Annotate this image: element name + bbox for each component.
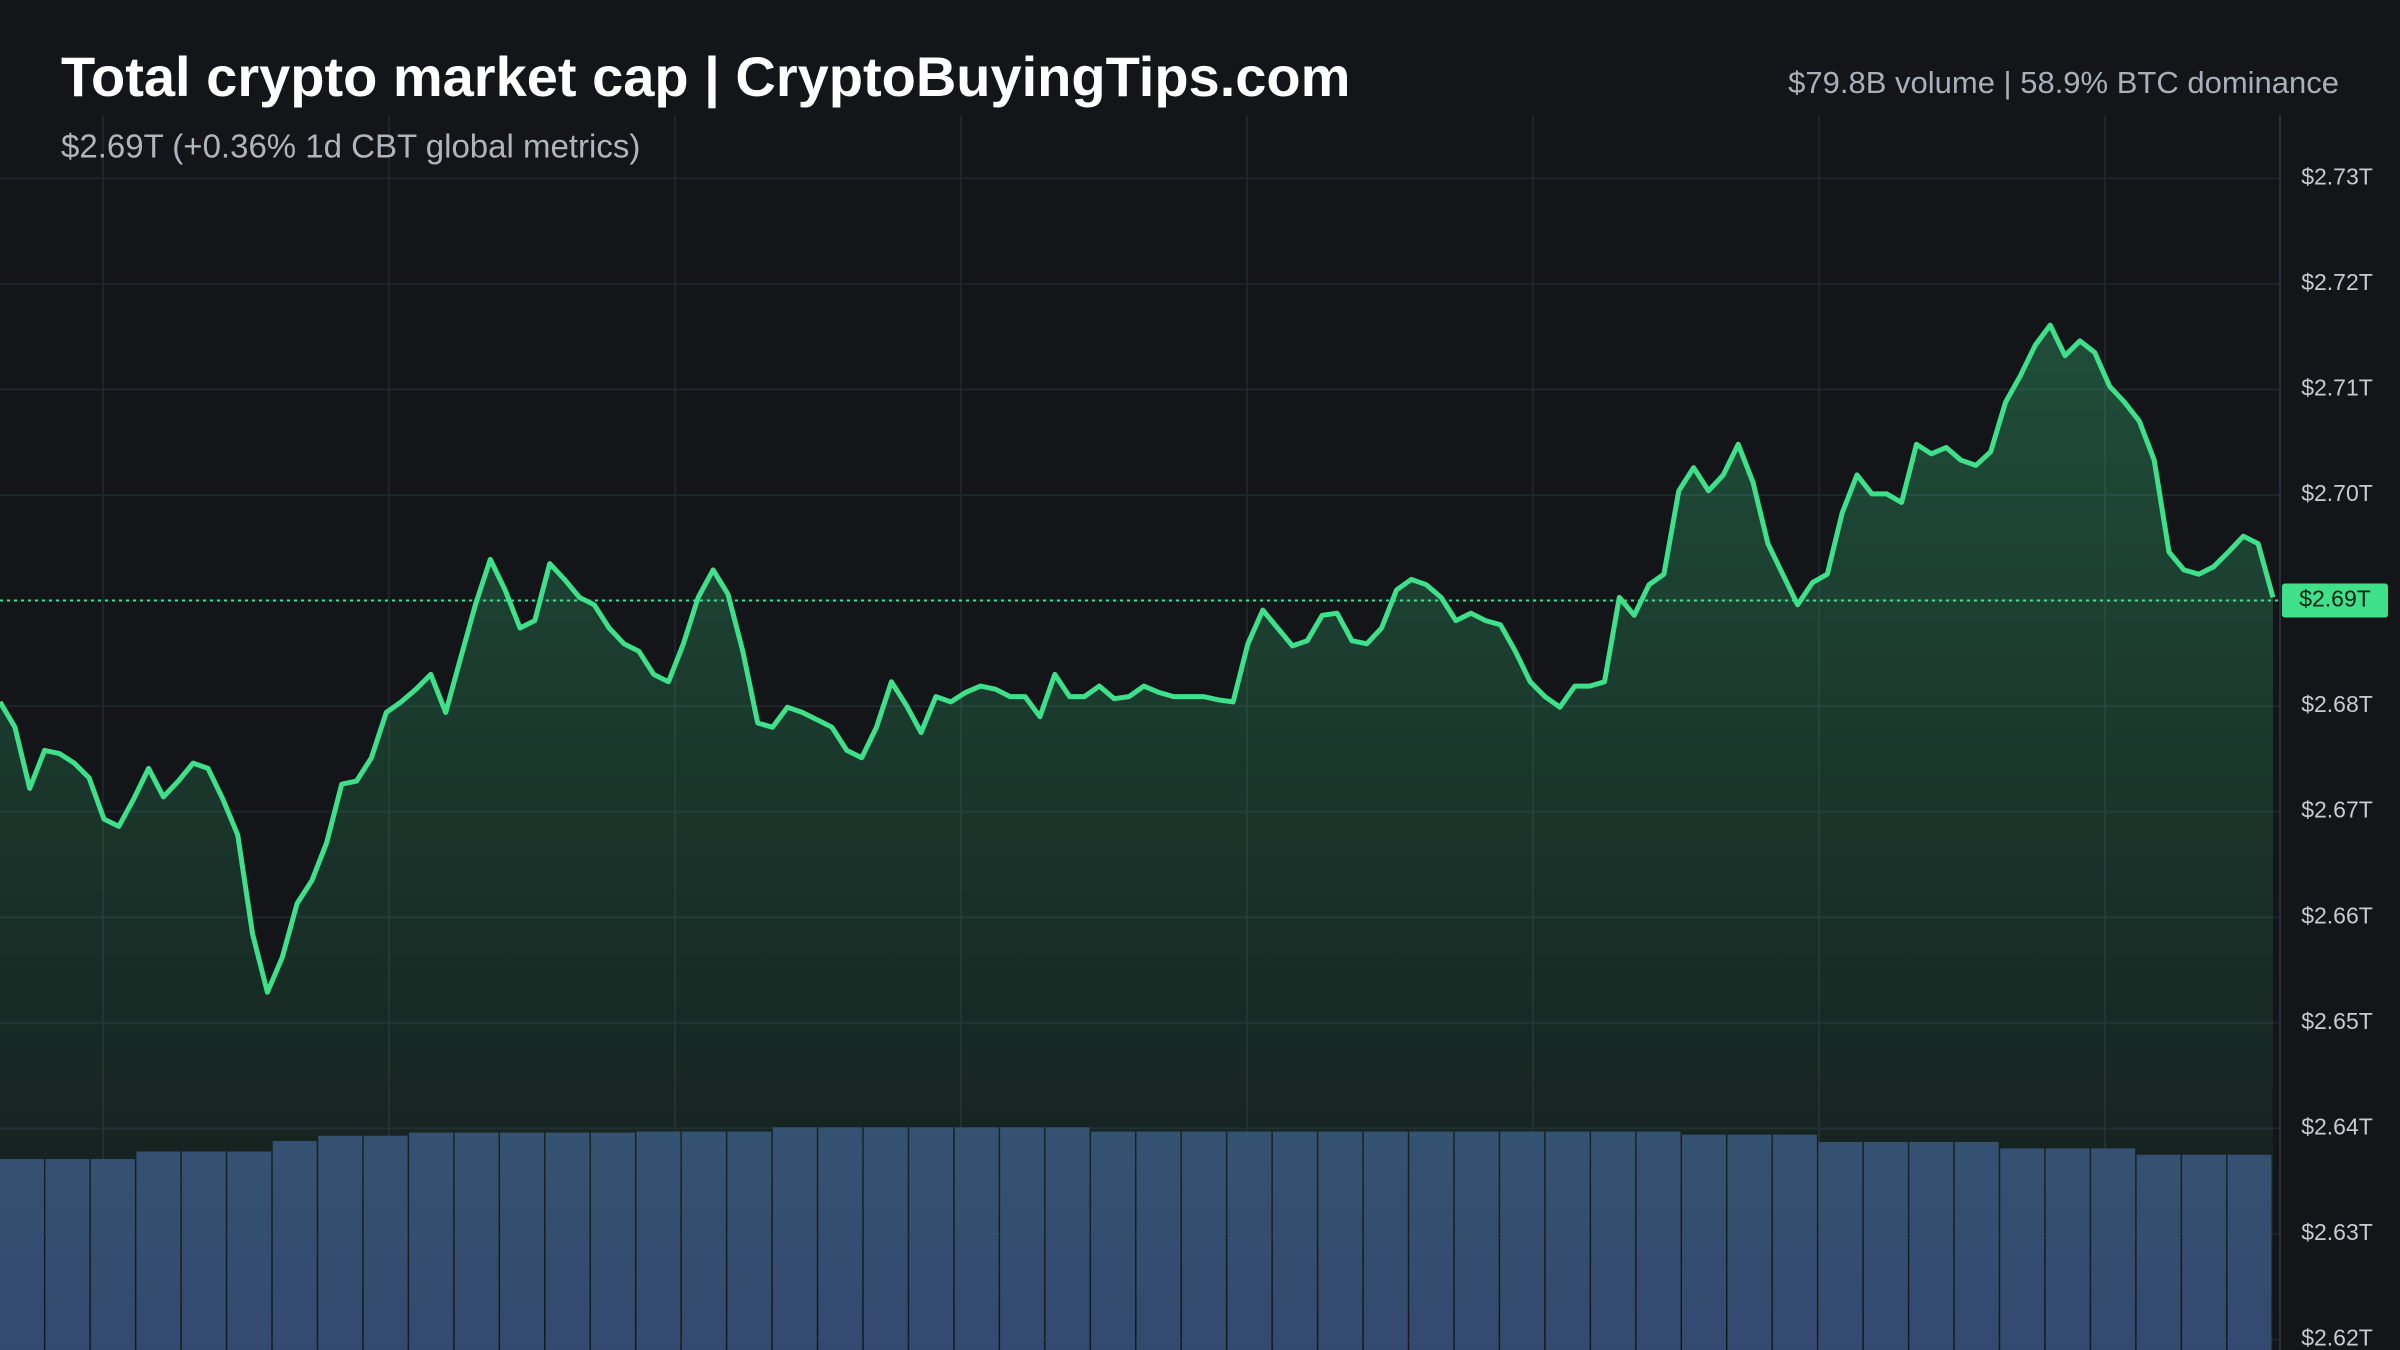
market-stats: $79.8B volume | 58.9% BTC dominance: [1788, 65, 2339, 100]
y-tick-label: $2.71T: [2301, 375, 2373, 401]
y-tick-label: $2.65T: [2301, 1008, 2373, 1034]
y-tick-label: $2.64T: [2301, 1113, 2373, 1139]
y-tick-label: $2.68T: [2301, 691, 2373, 717]
price-line: [0, 322, 2276, 995]
y-tick-label: $2.70T: [2301, 480, 2373, 506]
current-price-label: $2.69T: [2299, 586, 2371, 612]
current-price-box: [2282, 583, 2388, 618]
y-axis: $2.62T $2.63T $2.64T $2.65T $2.66T $2.67T $2.6…: [2282, 163, 2388, 1350]
y-tick-label: $2.62T: [2301, 1325, 2373, 1350]
y-tick-label: $2.72T: [2301, 269, 2373, 295]
chart-subtitle: $2.69T (+0.36% 1d CBT global metrics): [61, 128, 640, 165]
y-tick-label: $2.66T: [2301, 902, 2373, 928]
area-fill: [0, 325, 2273, 1350]
y-tick-label: $2.73T: [2301, 163, 2373, 189]
plot: [0, 322, 2280, 1350]
chart-title: Total crypto market cap | CryptoBuyingTi…: [61, 45, 1350, 109]
y-tick-label: $2.63T: [2301, 1219, 2373, 1245]
y-tick-label: $2.67T: [2301, 797, 2373, 823]
